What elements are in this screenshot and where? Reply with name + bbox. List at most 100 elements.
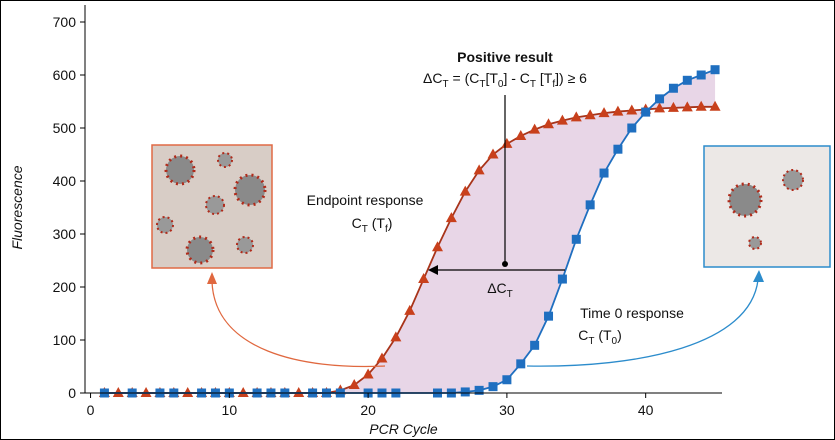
- y-tick-label: 600: [53, 67, 77, 83]
- square-marker: [599, 168, 609, 178]
- triangle-marker: [709, 100, 721, 111]
- subscript: f: [385, 224, 388, 235]
- subscript: T: [443, 79, 449, 90]
- y-tick-label: 700: [53, 14, 77, 30]
- x-tick-label: 0: [87, 402, 95, 418]
- annotation-text: Endpoint response: [307, 192, 424, 208]
- triangle-marker: [612, 105, 624, 116]
- annotation-text: CT (Tf): [352, 215, 393, 235]
- triangle-marker: [543, 118, 555, 129]
- square-marker: [460, 387, 470, 397]
- square-marker: [474, 385, 484, 395]
- x-axis-label: PCR Cycle: [369, 421, 438, 437]
- triangle-marker: [182, 387, 194, 397]
- difference-area: [104, 69, 716, 393]
- triangle-marker: [376, 352, 388, 363]
- triangle-marker: [556, 114, 568, 125]
- subscript: T: [362, 224, 368, 235]
- y-tick-label: 300: [53, 226, 77, 242]
- square-marker: [488, 382, 498, 392]
- square-marker: [544, 311, 554, 321]
- low-load-image: [703, 145, 831, 268]
- y-tick-label: 200: [53, 279, 77, 295]
- subscript: 0: [612, 336, 618, 347]
- triangle-marker: [140, 387, 152, 397]
- subscript: f: [552, 79, 555, 90]
- text-part: (T: [594, 327, 612, 343]
- square-marker: [641, 107, 651, 117]
- triangle-marker: [487, 148, 499, 159]
- text-part: ]) ≥ 6: [555, 70, 587, 86]
- text-part: ] - C: [503, 70, 529, 86]
- text-part: C: [352, 215, 362, 231]
- subscript: T: [507, 289, 513, 300]
- x-tick-label: 10: [222, 402, 238, 418]
- subscript: T: [479, 79, 485, 90]
- triangle-marker: [529, 123, 541, 134]
- square-marker: [502, 375, 512, 385]
- triangle-marker: [112, 387, 124, 397]
- annotation-formula: ΔCT = (CT[T0] - CT [Tf]) ≥ 6: [423, 70, 587, 90]
- blue-arrow: [526, 279, 759, 367]
- text-part: [T: [485, 70, 498, 86]
- triangle-marker: [584, 109, 596, 120]
- triangle-marker: [237, 387, 249, 397]
- square-marker: [668, 83, 678, 93]
- triangle-marker: [626, 104, 638, 115]
- triangle-marker: [667, 101, 679, 112]
- annotation-text: Time 0 response: [580, 305, 684, 321]
- y-tick-label: 0: [68, 385, 76, 401]
- triangle-marker: [598, 107, 610, 118]
- red-arrow: [211, 281, 386, 368]
- square-marker: [516, 359, 526, 369]
- x-tick-label: 30: [499, 402, 515, 418]
- pointer-dot: [502, 261, 508, 267]
- triangle-marker: [501, 137, 513, 148]
- y-tick-label: 100: [53, 332, 77, 348]
- delta-arrow-head: [428, 265, 438, 275]
- square-marker: [530, 340, 540, 350]
- text-part: ΔC: [487, 280, 506, 296]
- triangle-marker: [681, 101, 693, 112]
- annotation-text: ΔCT: [487, 280, 513, 300]
- triangle-marker: [445, 212, 457, 223]
- triangle-marker: [459, 185, 471, 196]
- text-part: ΔC: [423, 70, 442, 86]
- x-tick-label: 20: [360, 402, 376, 418]
- triangle-marker: [473, 164, 485, 175]
- text-part: [T: [536, 70, 553, 86]
- blue-arrow-head: [753, 270, 764, 282]
- triangle-marker: [390, 331, 402, 342]
- y-axis-label: Fluorescence: [9, 165, 25, 249]
- square-marker: [585, 200, 595, 210]
- triangle-marker: [654, 102, 666, 113]
- x-tick-label: 40: [638, 402, 654, 418]
- y-tick-label: 500: [53, 120, 77, 136]
- square-marker: [696, 70, 706, 80]
- triangle-marker: [695, 100, 707, 111]
- subscript: T: [530, 79, 536, 90]
- high-load-image: [151, 144, 273, 269]
- red-arrow-head: [207, 272, 217, 284]
- text-part: (T: [368, 215, 386, 231]
- square-marker: [557, 274, 567, 284]
- text-part: ): [617, 327, 622, 343]
- y-tick-label: 400: [53, 173, 77, 189]
- annotation-text: CT (T0): [578, 327, 622, 347]
- text-part: = (C: [449, 70, 480, 86]
- square-marker: [710, 65, 720, 75]
- triangle-marker: [432, 241, 444, 252]
- plot-area: [98, 65, 721, 398]
- triangle-marker: [515, 129, 527, 140]
- square-marker: [613, 144, 623, 154]
- triangle-marker: [570, 111, 582, 122]
- annotation-title: Positive result: [457, 49, 553, 65]
- square-marker: [682, 75, 692, 85]
- text-part: C: [578, 327, 588, 343]
- triangle-marker: [348, 379, 360, 390]
- triangle-marker: [293, 387, 305, 397]
- subscript: 0: [498, 79, 504, 90]
- triangle-marker: [362, 368, 374, 379]
- square-marker: [627, 123, 637, 133]
